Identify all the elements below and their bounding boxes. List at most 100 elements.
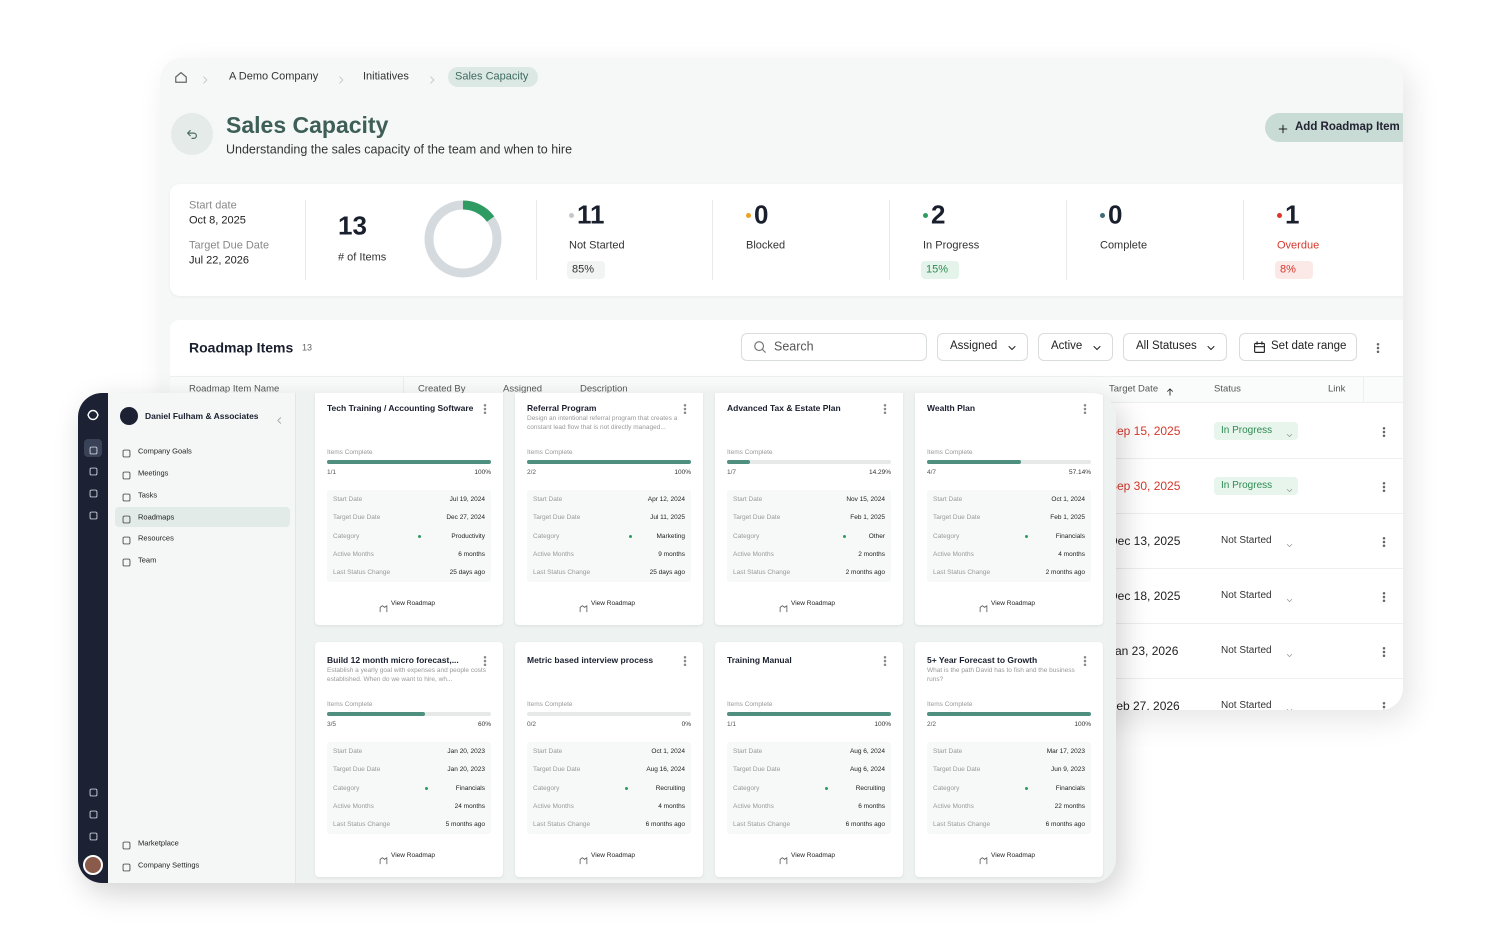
nav-item[interactable]: Marketplace xyxy=(138,838,179,848)
items-count: 13 xyxy=(338,210,367,241)
view-roadmap-link[interactable]: View Roadmap xyxy=(991,852,1035,860)
breadcrumb-item[interactable]: Initiatives xyxy=(363,70,409,83)
start-date-label: Start date xyxy=(189,199,237,212)
icon-shape xyxy=(1083,411,1087,415)
items-complete-label: Items Complete xyxy=(527,449,573,457)
nav-item[interactable]: Team xyxy=(138,555,157,565)
filter-dropdown[interactable]: All Statuses xyxy=(1123,333,1227,361)
status-count: 0 xyxy=(754,199,769,230)
target-date: Dec 18, 2025 xyxy=(1109,588,1181,603)
icon-shape xyxy=(203,76,208,84)
detail-label: Active Months xyxy=(733,550,774,558)
view-roadmap-link[interactable]: View Roadmap xyxy=(991,600,1035,608)
icon-shape xyxy=(1382,434,1386,438)
breadcrumb-item[interactable]: A Demo Company xyxy=(229,70,319,83)
icon-shape xyxy=(883,659,887,663)
icon-shape xyxy=(1253,342,1265,353)
icon-shape xyxy=(122,493,130,501)
stats-card: Start date Oct 8, 2025 Target Due Date Jul … xyxy=(170,184,1403,296)
nav-active xyxy=(115,507,290,527)
icon-shape xyxy=(1207,345,1215,351)
card-description: Design an intentional referral program t… xyxy=(527,415,678,431)
status-percent: 85% xyxy=(572,263,595,276)
icon-shape xyxy=(483,411,487,415)
status-pill[interactable]: Not Started xyxy=(1214,532,1298,550)
detail-label: Category xyxy=(933,784,960,792)
view-roadmap-link[interactable]: View Roadmap xyxy=(591,600,635,608)
nav-item[interactable]: Company Settings xyxy=(138,860,200,870)
nav-item[interactable]: Meetings xyxy=(138,468,169,478)
status-percent-badge: 8% xyxy=(1275,261,1313,279)
roadmap-icon xyxy=(779,852,788,864)
page-subtitle: Understanding the sales capacity of the … xyxy=(226,142,573,157)
breadcrumb-item[interactable]: Sales Capacity xyxy=(455,70,529,83)
details-box xyxy=(527,490,691,582)
status-pill[interactable]: Not Started xyxy=(1214,642,1298,660)
view-roadmap-link[interactable]: View Roadmap xyxy=(591,852,635,860)
status-pill[interactable]: Not Started xyxy=(1214,587,1298,605)
nav-item[interactable]: Resources xyxy=(138,533,174,543)
roadmap-icon xyxy=(979,852,988,864)
icon-shape xyxy=(1253,340,1265,347)
filter-dropdown[interactable]: Active xyxy=(1038,333,1113,361)
filter-dropdown[interactable]: Assigned xyxy=(937,333,1028,361)
status-chevron xyxy=(1285,482,1294,492)
search-input[interactable]: Search xyxy=(741,333,927,361)
detail-value: Aug 6, 2024 xyxy=(849,766,885,774)
status-pill[interactable]: Not Started xyxy=(1214,697,1298,710)
icon-shape xyxy=(89,511,97,519)
nav-item[interactable]: Roadmaps xyxy=(138,512,175,522)
status-pill[interactable]: In Progress xyxy=(1214,477,1298,495)
icon-shape xyxy=(1382,650,1386,654)
add-roadmap-button[interactable]: Add Roadmap Item xyxy=(1265,113,1403,142)
status-text: Not Started xyxy=(1221,535,1272,546)
details-box xyxy=(727,490,891,582)
date-range-button[interactable]: Set date range xyxy=(1239,333,1357,361)
icon-shape xyxy=(1382,646,1386,650)
icon-shape xyxy=(122,515,130,523)
icon-shape xyxy=(89,489,97,497)
nav-icon xyxy=(121,533,132,544)
progress-percent: 100% xyxy=(874,721,891,729)
column-header: Description xyxy=(580,383,628,395)
status-pill[interactable]: In Progress xyxy=(1214,422,1298,440)
status-dot xyxy=(923,212,928,218)
detail-value: 5 months ago xyxy=(445,821,485,829)
view-roadmap-link[interactable]: View Roadmap xyxy=(391,600,435,608)
status-label: Complete xyxy=(1100,239,1148,252)
icon-shape xyxy=(1382,481,1386,485)
nav-item[interactable]: Tasks xyxy=(138,490,158,500)
progress-fraction: 0/2 xyxy=(527,721,537,729)
progress-percent: 100% xyxy=(1074,721,1091,729)
icon-shape xyxy=(276,416,281,424)
items-donut xyxy=(424,200,502,278)
icon-shape xyxy=(122,471,130,479)
detail-value: 22 months xyxy=(1054,802,1085,810)
items-complete-label: Items Complete xyxy=(527,701,573,709)
card-title: Advanced Tax & Estate Plan xyxy=(727,402,841,413)
nav-item[interactable]: Company Goals xyxy=(138,446,192,456)
icon-shape xyxy=(1286,598,1292,602)
view-roadmap-link[interactable]: View Roadmap xyxy=(391,852,435,860)
view-roadmap-link[interactable]: View Roadmap xyxy=(791,600,835,608)
status-label: Blocked xyxy=(746,239,786,252)
icon-shape xyxy=(779,604,787,612)
breadcrumb-chevron xyxy=(427,72,437,84)
view-roadmap-link[interactable]: View Roadmap xyxy=(791,852,835,860)
roadmap-card: Referral Program Design an intentional re… xyxy=(515,393,703,625)
icon-shape xyxy=(883,407,887,411)
roadmap-card: Wealth Plan Items Complete 4/7 57.14% Start … xyxy=(915,393,1103,625)
detail-value: Financials xyxy=(1055,784,1085,792)
back-icon xyxy=(185,127,199,141)
icon-shape xyxy=(1376,342,1380,346)
roadmap-card: Tech Training / Accounting Software Items… xyxy=(315,393,503,625)
icon-shape xyxy=(122,471,130,479)
status-label: Not Started xyxy=(569,239,625,252)
more-menu xyxy=(1378,590,1390,603)
icon-shape xyxy=(1286,433,1292,437)
roadmap-card: Metric based interview process Items Comp… xyxy=(515,642,703,877)
detail-value: 24 months xyxy=(454,802,485,810)
back-button[interactable] xyxy=(171,113,213,155)
status-text: In Progress xyxy=(1221,480,1273,491)
